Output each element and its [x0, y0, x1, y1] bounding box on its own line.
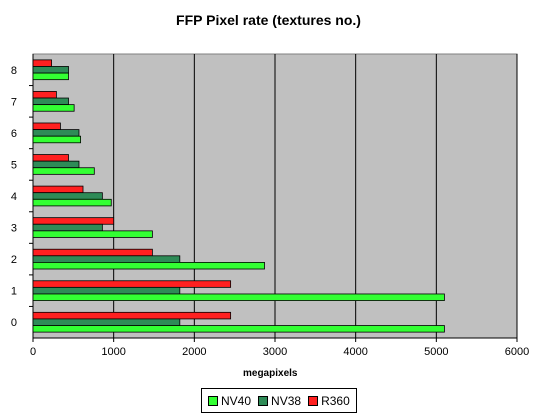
legend-swatch-nv40	[208, 395, 218, 406]
bar-nv38-2	[32, 255, 181, 263]
y-tick-label: 5	[11, 159, 17, 171]
bar-nv40-8	[32, 72, 69, 81]
bar-nv40-1	[32, 293, 445, 301]
y-tick-label: 4	[11, 191, 17, 203]
x-tick-label: 5000	[424, 346, 448, 358]
bar-r360-4	[32, 185, 84, 194]
x-axis-label: megapixels	[243, 368, 298, 379]
bar-nv38-1	[32, 286, 181, 295]
y-tick-label: 3	[11, 223, 17, 235]
y-tick-label: 7	[11, 96, 17, 108]
x-tick-label: 0	[30, 346, 36, 358]
bar-nv40-4	[32, 198, 112, 207]
bar-r360-8	[32, 59, 52, 67]
bar-nv38-4	[32, 192, 103, 200]
y-tick-label: 2	[11, 254, 17, 266]
bar-nv38-3	[32, 223, 103, 232]
legend-swatch-nv38	[258, 395, 269, 406]
x-tick-label: 4000	[343, 346, 367, 358]
legend: NV40 NV38 R360	[201, 388, 357, 413]
bar-nv40-7	[32, 104, 75, 112]
x-tick-label: 3000	[263, 346, 287, 358]
bar-r360-2	[32, 248, 153, 257]
legend-swatch-r360	[308, 395, 319, 406]
legend-label-nv40: NV40	[221, 393, 252, 408]
y-tick-label: 6	[11, 128, 17, 140]
bar-nv38-0	[32, 318, 181, 326]
bar-nv38-6	[32, 129, 80, 137]
legend-item-nv38: NV38	[258, 394, 301, 408]
bar-nv40-0	[32, 325, 445, 333]
y-tick-label: 8	[11, 65, 17, 77]
legend-label-r360: R360	[321, 393, 350, 408]
legend-item-r360: R360	[308, 394, 350, 408]
y-tick-label: 0	[11, 317, 17, 329]
bar-nv40-2	[32, 262, 265, 270]
bar-r360-1	[32, 280, 232, 288]
bar-nv38-7	[32, 97, 69, 106]
x-tick-label: 6000	[505, 346, 529, 358]
bar-nv40-3	[32, 230, 153, 238]
legend-item-nv40: NV40	[208, 394, 251, 408]
y-tick-label: 1	[11, 286, 17, 298]
legend-label-nv38: NV38	[271, 393, 302, 408]
bar-r360-5	[32, 154, 69, 162]
bar-r360-3	[32, 217, 115, 225]
bar-nv40-5	[32, 167, 95, 175]
bar-nv38-5	[32, 160, 80, 169]
x-tick-label: 1000	[101, 346, 125, 358]
bar-r360-6	[32, 122, 61, 130]
bar-r360-0	[32, 311, 232, 320]
x-tick-label: 2000	[182, 346, 206, 358]
chart-title: FFP Pixel rate (textures no.)	[176, 12, 361, 28]
bar-r360-7	[32, 91, 57, 99]
bar-nv40-6	[32, 135, 81, 144]
bar-nv38-8	[32, 66, 69, 74]
